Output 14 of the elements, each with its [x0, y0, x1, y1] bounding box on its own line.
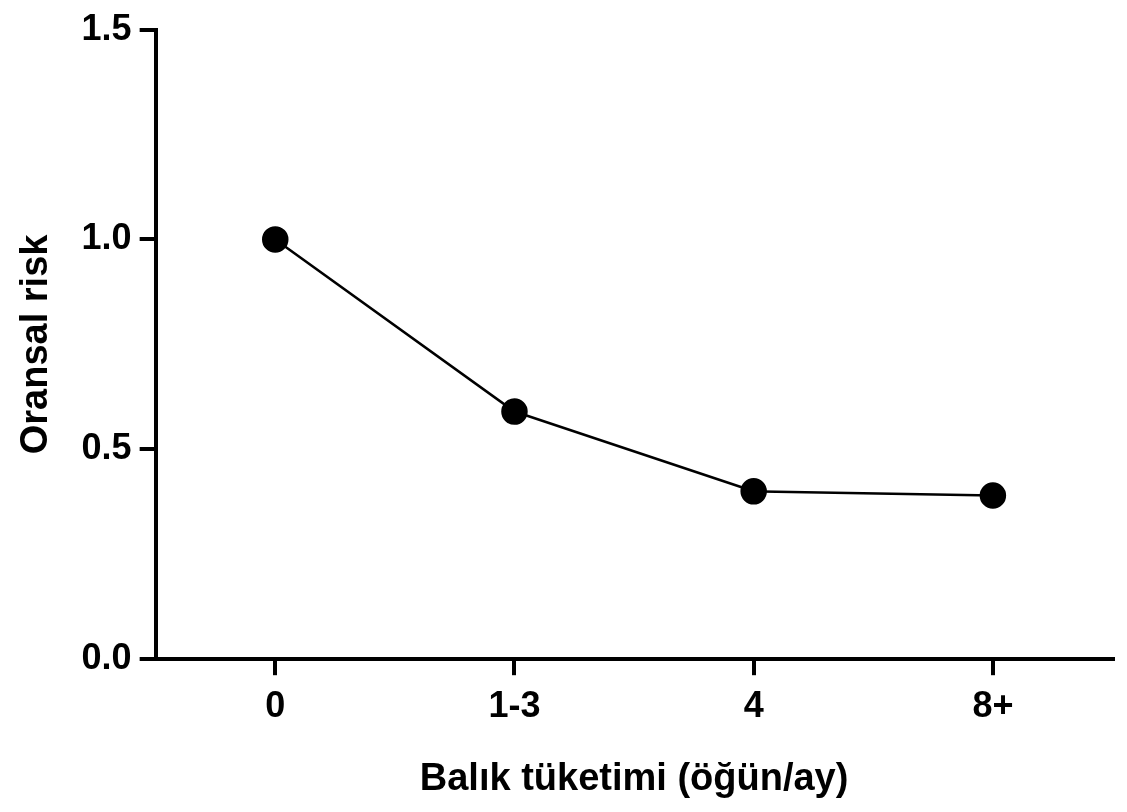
point: [501, 398, 528, 425]
point: [979, 482, 1007, 509]
x-tick-label: 8+: [972, 683, 1014, 725]
point: [262, 226, 289, 253]
y-axis-title: Oransal risk: [13, 233, 56, 455]
x-tick-label: 0: [265, 683, 286, 725]
y-tick-label: 1.5: [81, 6, 132, 48]
y-tick-label: 0.0: [81, 636, 132, 678]
point: [740, 478, 767, 505]
y-tick-label: 1.0: [81, 216, 132, 258]
x-tick-label: 4: [743, 683, 764, 725]
x-axis-title: Balık tüketimi (öğün/ay): [419, 755, 849, 798]
x-tick-label: 1-3: [488, 683, 541, 725]
y-tick-label: 0.5: [81, 426, 132, 468]
